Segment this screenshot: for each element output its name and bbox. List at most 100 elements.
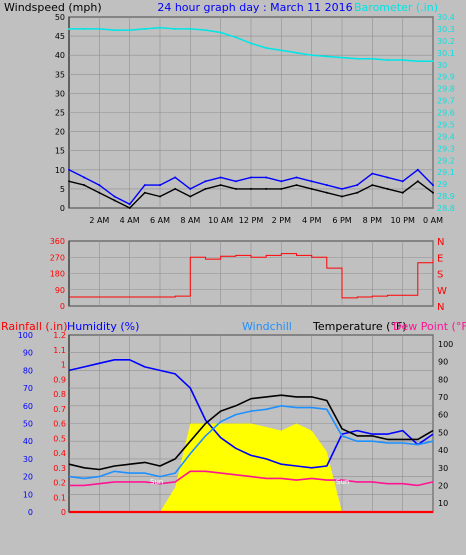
x-tick-label: 6 AM (150, 216, 170, 225)
point-wind (341, 195, 343, 198)
point-barometer (432, 60, 434, 63)
point-wind (189, 195, 192, 198)
rain-tick-label: 0.3 (53, 464, 66, 473)
wind-tick-label: 10 (55, 166, 65, 175)
dewpoint-label: Dew Point (°F) (393, 320, 466, 333)
tick-label-layer: 2 AM 4 AM 6 AM 8 AM 10 AM 12 PM 2 PM 4 PM 6 PM 8 … (18, 13, 455, 517)
point-barometer (98, 27, 101, 30)
point-gust (371, 172, 374, 175)
x-tick-label: 8 AM (180, 216, 200, 225)
point-wind (432, 191, 434, 194)
compass-label: S (437, 270, 443, 281)
barometer-tick-label: 29 (437, 180, 447, 189)
x-tick-label: 6 PM (332, 216, 351, 225)
point-gust (401, 180, 404, 183)
series-solar (69, 423, 433, 512)
point-gust (68, 168, 70, 171)
humidity-tick-label: 20 (23, 473, 33, 482)
barometer-tick-label: 28.9 (437, 192, 455, 201)
point-gust (280, 180, 283, 183)
point-wind (113, 199, 116, 202)
point-wind (204, 187, 207, 190)
compass-label: W (437, 286, 447, 297)
barometer-tick-label: 29.3 (437, 144, 455, 153)
temperature-tick-label: 60 (438, 411, 448, 420)
point-wind (280, 187, 283, 190)
point-wind (386, 187, 389, 190)
rain-tick-label: 0.5 (53, 434, 66, 443)
point-wind (371, 184, 374, 187)
wind-tick-label: 50 (55, 13, 65, 22)
point-barometer (416, 60, 419, 63)
point-gust (310, 180, 313, 183)
x-tick-label: 12 PM (239, 216, 264, 225)
point-barometer (250, 42, 252, 45)
rain-tick-label: 0 (61, 508, 66, 517)
wind-tick-label: 40 (55, 51, 65, 60)
point-wind (159, 195, 161, 198)
point-gust (189, 187, 192, 190)
barometer-tick-label: 29.9 (437, 73, 455, 82)
wind-tick-label: 30 (55, 89, 65, 98)
wind-tick-label: 20 (55, 128, 65, 137)
temperature-tick-label: 100 (438, 340, 453, 349)
point-barometer (325, 55, 328, 58)
point-barometer (174, 27, 177, 30)
point-barometer (295, 51, 298, 54)
point-wind (356, 191, 359, 194)
point-barometer (159, 26, 161, 29)
humidity-tick-label: 40 (23, 437, 33, 446)
temperature-tick-label: 20 (438, 481, 448, 490)
windchill-label: Windchill (242, 320, 292, 333)
wind-tick-label: 45 (55, 32, 65, 41)
barometer-tick-label: 30.4 (437, 13, 455, 22)
direction-tick-label: 360 (50, 237, 65, 246)
point-wind (128, 207, 131, 209)
x-tick-label: 4 PM (302, 216, 321, 225)
point-barometer (265, 47, 268, 50)
humidity-tick-label: 0 (28, 508, 33, 517)
barometer-axis-title: Barometer (.in) (354, 1, 438, 14)
rain-tick-label: 1 (61, 361, 66, 370)
series-humidity (68, 359, 434, 469)
rain-tick-label: 0.7 (53, 405, 66, 414)
x-tick-label: 10 PM (390, 216, 415, 225)
point-wind (416, 180, 419, 183)
point-wind (143, 191, 146, 194)
point-gust (325, 184, 328, 187)
wind-axis-title: Windspeed (mph) (4, 1, 102, 14)
wind-tick-label: 5 (60, 185, 65, 194)
point-barometer (341, 56, 343, 59)
humidity-tick-label: 60 (23, 402, 33, 411)
x-tick-label: 4 AM (120, 216, 140, 225)
series-windchill (68, 405, 434, 480)
barometer-tick-label: 29.5 (437, 120, 455, 129)
point-barometer (386, 58, 389, 61)
point-wind (295, 184, 298, 187)
point-barometer (204, 29, 207, 32)
x-tick-label: 2 PM (272, 216, 291, 225)
humidity-tick-label: 100 (18, 331, 33, 340)
point-gust (204, 180, 207, 183)
temperature-axis-title: Temperature (°F) (312, 320, 407, 333)
temperature-tick-label: 90 (438, 358, 448, 367)
point-barometer (143, 27, 146, 30)
point-wind (174, 187, 177, 190)
barometer-tick-label: 29.2 (437, 156, 455, 165)
rain-tick-label: 0.1 (53, 493, 66, 502)
solar-fill-layer (69, 423, 433, 512)
barometer-tick-label: 29.7 (437, 97, 455, 106)
barometer-tick-label: 29.1 (437, 168, 455, 177)
humidity-tick-label: 80 (23, 366, 33, 375)
direction-tick-label: 0 (60, 302, 65, 311)
point-barometer (280, 49, 283, 52)
point-gust (341, 187, 343, 190)
compass-label: E (437, 253, 443, 264)
point-wind (219, 184, 222, 187)
solar-note-right: Sun (336, 478, 349, 486)
chart-title: 24 hour graph day : March 11 2016 (157, 1, 352, 14)
point-gust (98, 184, 101, 187)
temperature-tick-label: 80 (438, 375, 448, 384)
point-wind (325, 191, 328, 194)
